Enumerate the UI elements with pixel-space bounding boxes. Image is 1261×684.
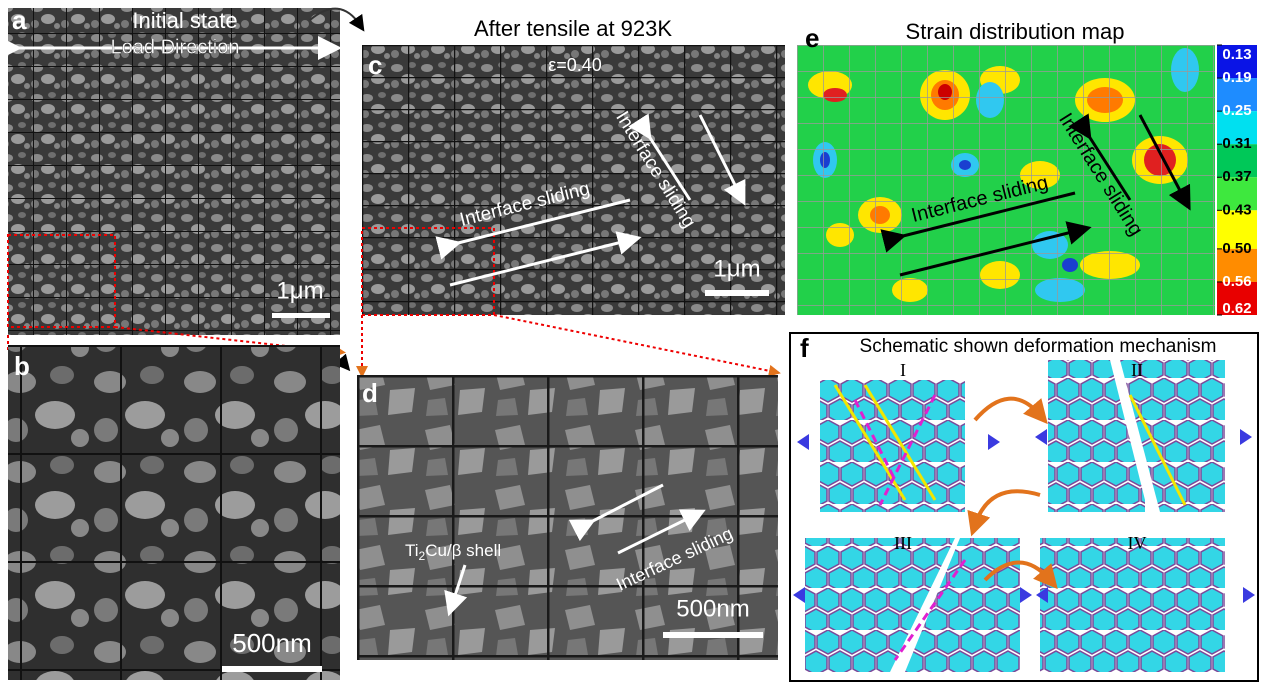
strain-label: ε=0.40 [548, 55, 602, 75]
colorbar-label: 0.37 [1222, 168, 1251, 185]
colorbar-label: 0.43 [1222, 201, 1251, 218]
title: After tensile at 923K [474, 16, 672, 41]
colorbar-label: 0.25 [1222, 102, 1251, 119]
scale-bar: 1μm [713, 255, 760, 282]
figure: a Initial state Load Direction 1μm b 500… [0, 0, 1261, 684]
colorbar-label: 0.62 [1222, 300, 1251, 317]
scale-bar: 500nm [676, 595, 749, 622]
panel-label: f [800, 333, 809, 363]
colorbar-label: 0.50 [1222, 240, 1251, 257]
colorbar-label: 0.19 [1222, 69, 1251, 86]
panel-label: b [14, 351, 30, 381]
panel-b: b 500nm [8, 345, 340, 680]
scale-bar: 1μm [276, 277, 323, 304]
panel-f: f Schematic shown deformation mechanism … [790, 333, 1258, 681]
panel-e: Strain distribution map e Interface slid… [797, 19, 1257, 317]
stage-label: III [894, 533, 912, 553]
panel-label: d [362, 378, 378, 408]
title: Strain distribution map [906, 19, 1125, 44]
stage-label: I [900, 360, 906, 380]
title: Initial state [132, 8, 237, 33]
panel-label: e [805, 23, 819, 53]
panel-d: d Ti2Cu/β shell Interface sliding 500nm [357, 375, 778, 660]
colorbar-label: 0.31 [1222, 135, 1251, 152]
arrow-label: Load Direction [111, 36, 240, 58]
stage-label: II [1131, 360, 1143, 380]
panel-a: a Initial state Load Direction 1μm [8, 5, 340, 335]
stage-label: IV [1128, 533, 1147, 553]
panel-c: After tensile at 923K c ε=0.40 Interface… [362, 16, 785, 315]
text: Ti [405, 541, 419, 560]
panel-label: a [12, 5, 27, 35]
panel-label: c [368, 50, 382, 80]
title: Schematic shown deformation mechanism [860, 336, 1217, 357]
text: Cu/β shell [425, 541, 501, 560]
colorbar-label: 0.56 [1222, 273, 1251, 290]
colorbar-label: 0.13 [1222, 46, 1251, 63]
scale-bar: 500nm [232, 628, 312, 658]
